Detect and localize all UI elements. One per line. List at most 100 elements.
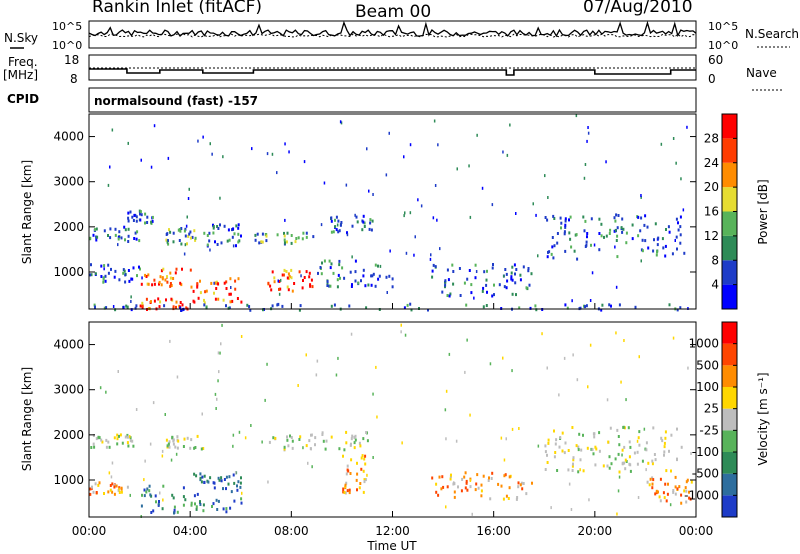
echo-cell-7-9	[449, 477, 452, 481]
echo-cell-6-17	[107, 263, 110, 267]
scatter-cell-0	[429, 257, 432, 261]
echo-cell-2-16	[291, 439, 294, 443]
echo-cell-8-2	[236, 297, 239, 300]
echo-cell-7-10	[446, 485, 449, 489]
scatter-cell-53	[436, 218, 438, 222]
echo-cell-1-8	[190, 438, 193, 442]
echo-cell-6-26	[343, 491, 346, 494]
echo-cell-5-19	[368, 227, 371, 231]
echo-cell-12-48	[431, 269, 434, 273]
echo-cell-8-97	[670, 433, 673, 437]
echo-cell-13-66	[625, 231, 628, 235]
echo-cell-8-55	[660, 436, 663, 440]
ytick-label-0: 1000	[53, 473, 84, 487]
echo-cell-13-25	[621, 230, 624, 234]
echo-cell-8-18	[214, 281, 217, 285]
echo-cell-9-6	[685, 500, 688, 504]
power-panel: 1000 2000 3000 4000 Slant Range [km]	[20, 113, 697, 312]
echo-cell-6-5	[138, 265, 140, 269]
scatter-cell-14	[284, 142, 286, 146]
echo-cell-2-14	[290, 436, 293, 439]
echo-cell-0-22	[117, 235, 120, 239]
echo-cell-8-46	[676, 427, 678, 431]
echo-cell-2-12	[289, 434, 291, 438]
echo-cell-8-87	[578, 432, 581, 436]
echo-cell-13-19	[677, 221, 679, 225]
echo-cell-6-13	[348, 488, 351, 492]
echo-cell-8-27	[554, 451, 557, 454]
echo-cell-13-107	[564, 217, 567, 221]
scatter-cell-65	[403, 155, 405, 159]
scatter-cell-62	[354, 213, 356, 217]
scatter-cell-13	[433, 119, 436, 123]
echo-cell-3-16	[113, 485, 116, 489]
scatter-cell-49	[537, 254, 539, 258]
echo-cell-1-17	[150, 220, 153, 224]
echo-cell-1-16	[151, 215, 154, 219]
echo-cell-1-2	[194, 446, 197, 449]
echo-cell-11-15	[339, 276, 341, 280]
scatter-cell-69	[511, 369, 513, 373]
echo-cell-7-28	[505, 494, 508, 498]
echo-cell-13-91	[631, 223, 634, 227]
echo-cell-11-30	[332, 271, 335, 275]
echo-cell-8-74	[633, 451, 636, 455]
scatter-cell-41	[105, 390, 107, 394]
echo-cell-2-9	[189, 236, 192, 240]
echo-cell-1-7	[174, 445, 177, 449]
echo-cell-13-110	[679, 241, 682, 245]
echo-cell-8-58	[602, 464, 605, 468]
echo-cell-6-18	[364, 454, 367, 458]
echo-cell-14-21	[126, 305, 129, 309]
echo-cell-8-32	[197, 296, 200, 300]
echo-cell-2-0	[172, 240, 175, 244]
echo-cell-9-18	[285, 270, 288, 273]
echo-cell-7-52	[500, 484, 503, 488]
echo-cell-4-48	[233, 499, 236, 503]
echo-cell-5-24	[195, 474, 198, 478]
echo-cell-5-22	[330, 230, 333, 234]
echo-cell-9-32	[676, 487, 679, 491]
nsearch-label: N.Search	[745, 27, 799, 41]
echo-cell-6-26	[104, 279, 107, 283]
scatter-cell-17	[535, 213, 537, 217]
echo-cell-7-42	[465, 479, 468, 483]
scatter-cell-18	[620, 380, 622, 384]
echo-cell-8-102	[663, 441, 666, 445]
nsky-tick-bottom: 10^0	[52, 39, 82, 52]
echo-cell-11-6	[323, 259, 326, 263]
echo-cell-6-9	[118, 278, 121, 282]
colorbar-swatch-8	[722, 322, 737, 344]
echo-cell-2-8	[168, 228, 170, 232]
scatter-cell-67	[209, 248, 211, 252]
echo-cell-10-7	[158, 305, 161, 309]
echo-cell-2-30	[272, 436, 275, 440]
echo-cell-6-12	[356, 461, 358, 465]
freq-tick-bottom: 8	[70, 72, 78, 86]
echo-cell-4-10	[240, 497, 243, 501]
scatter-cell-1	[215, 407, 217, 410]
echo-cell-10-15	[153, 299, 156, 303]
colorbar-tick-0: 1000	[688, 337, 719, 351]
cpid-label: CPID	[7, 92, 39, 106]
nsky-tick-top: 10^5	[52, 20, 82, 33]
scatter-cell-107	[211, 152, 213, 156]
echo-cell-9-33	[652, 478, 655, 482]
echo-cell-7-34	[441, 475, 444, 479]
echo-cell-13-27	[584, 219, 587, 223]
echo-cell-7-56	[480, 489, 483, 493]
echo-cell-7-24	[174, 271, 177, 275]
echo-cell-9-6	[286, 285, 289, 289]
scatter-cell-28	[615, 331, 617, 335]
echo-cell-11-5	[338, 263, 341, 267]
scatter-cell-61	[571, 299, 573, 303]
echo-cell-5-4	[209, 476, 212, 480]
echo-cell-14-33	[93, 303, 96, 307]
echo-cell-6-16	[123, 269, 126, 273]
echo-cell-5-18	[212, 481, 215, 485]
echo-cell-8-65	[670, 469, 672, 473]
colorbar-tick-6: 4	[711, 278, 719, 292]
echo-cell-7-50	[475, 482, 478, 486]
echo-cell-8-71	[567, 449, 570, 452]
scatter-cell-26	[605, 160, 607, 164]
